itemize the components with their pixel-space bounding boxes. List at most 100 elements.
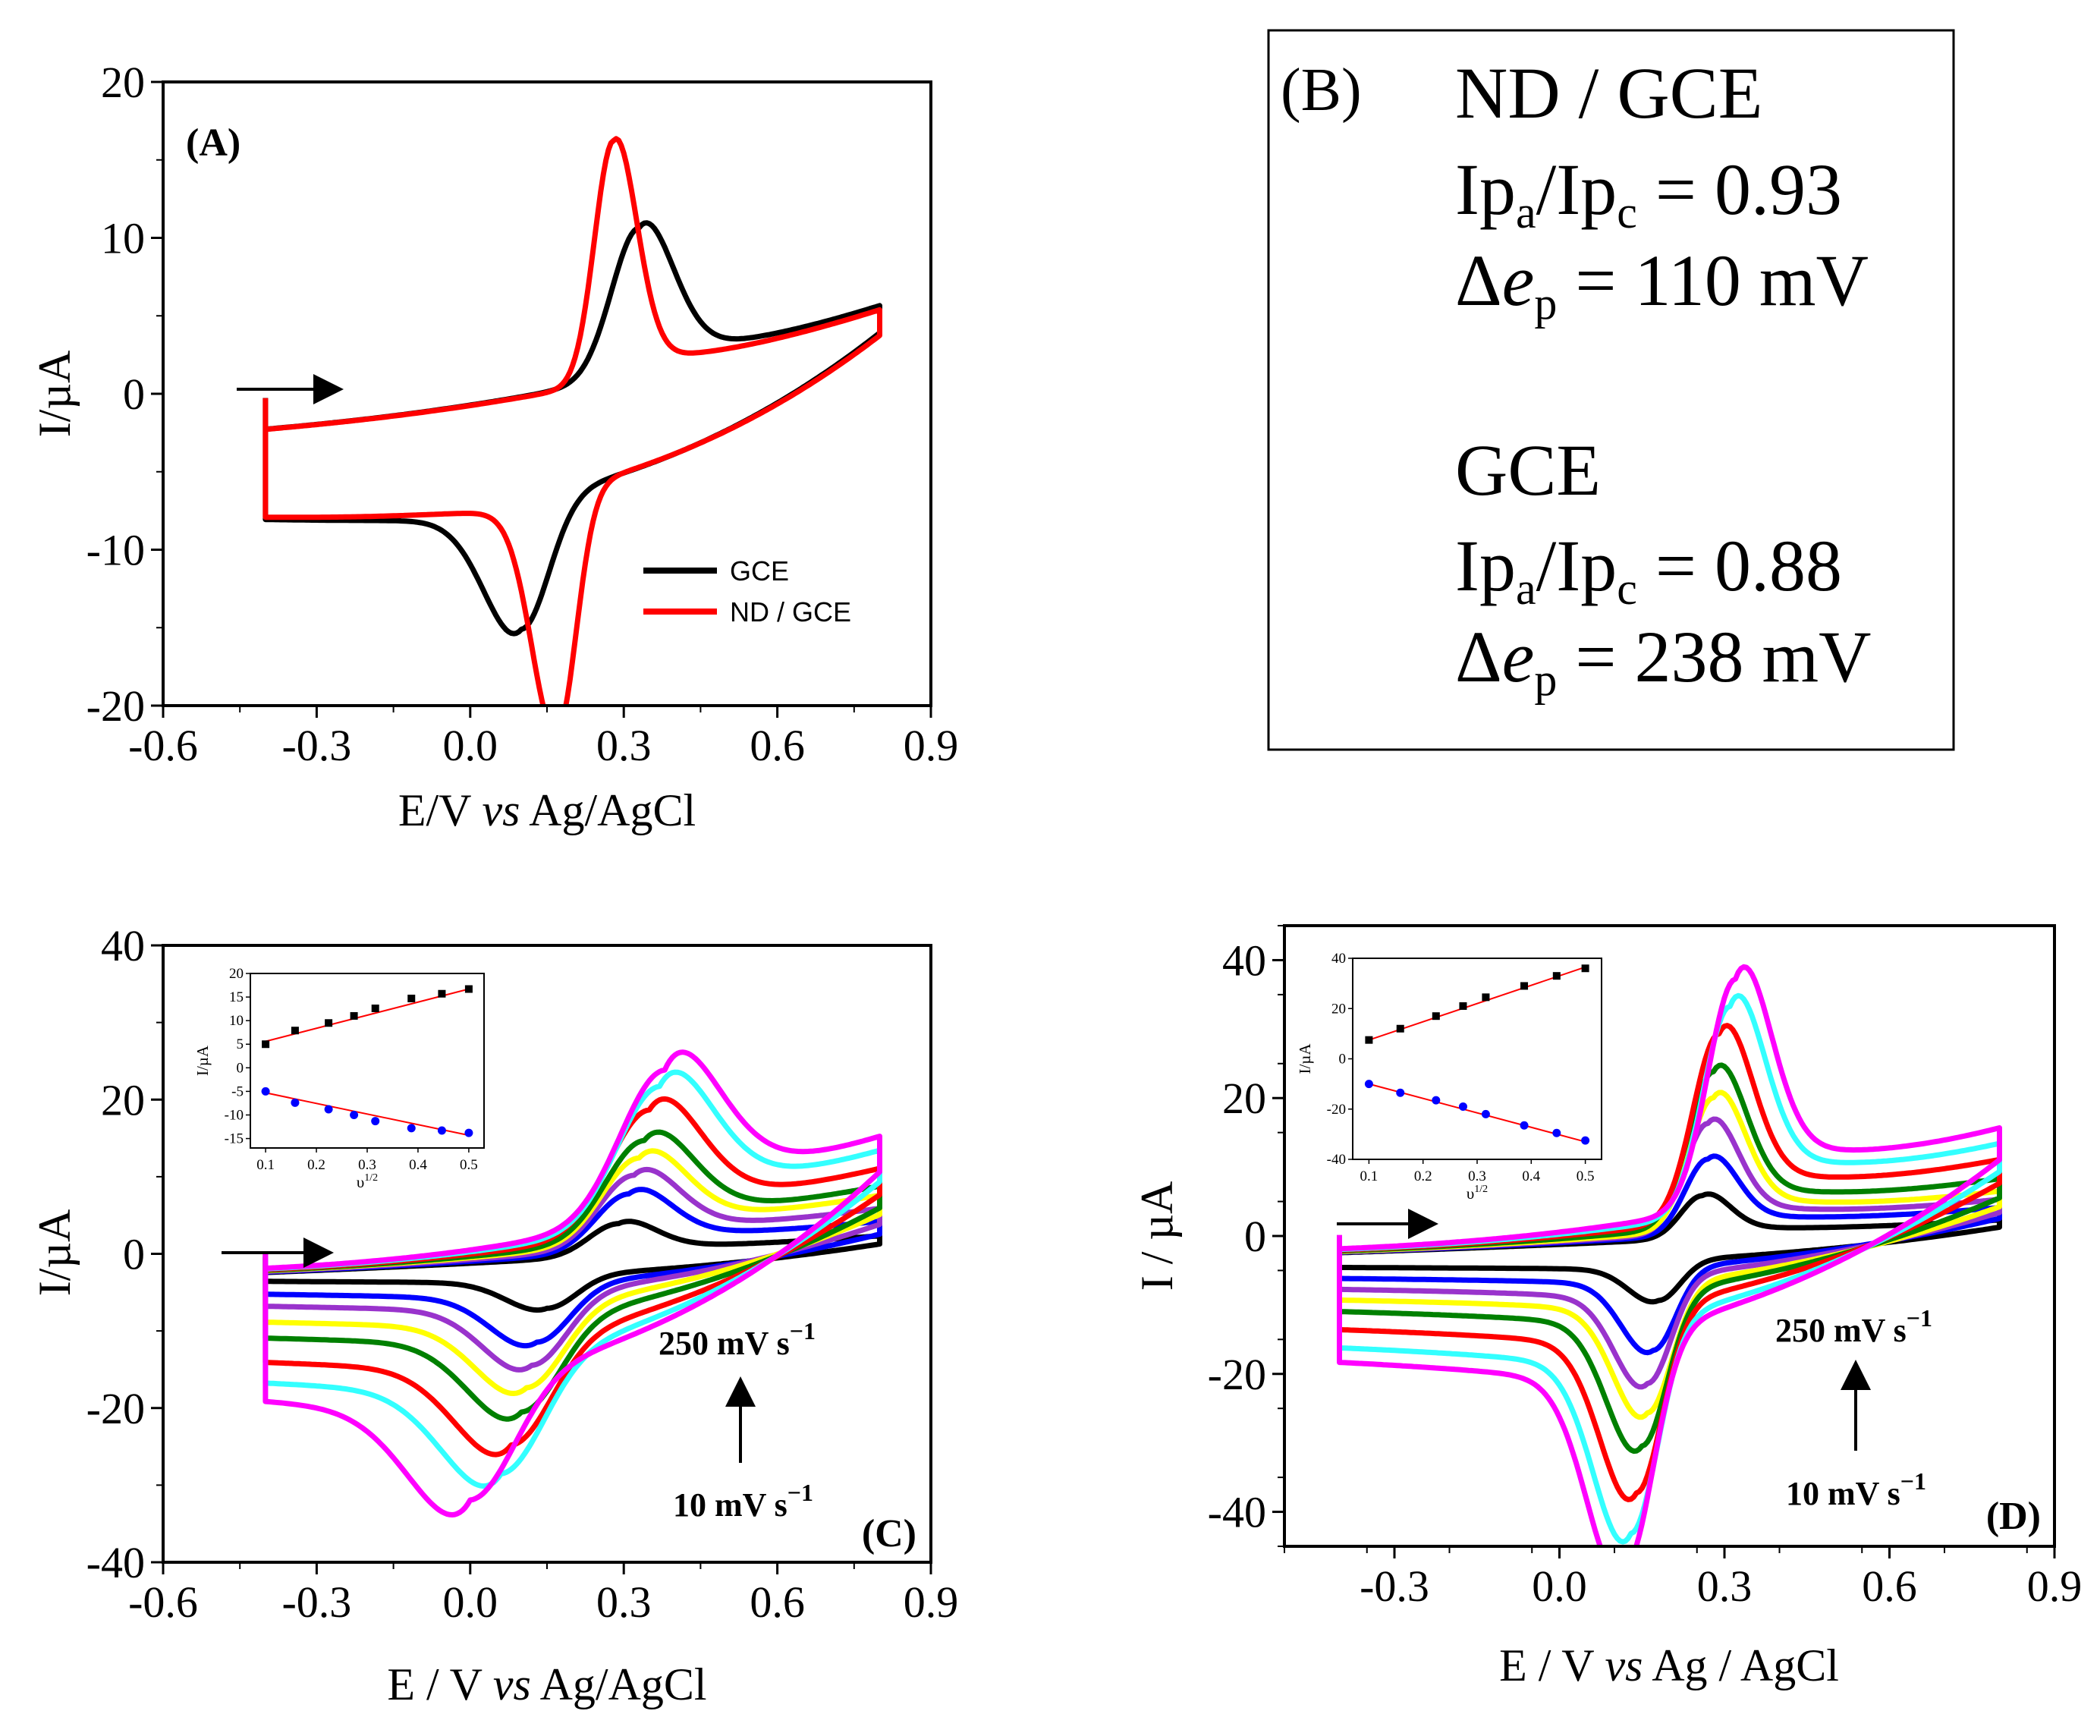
panel-d-inset: 0.1 0.2 0.3 0.4 0.5 40 20 0 -20 -40 υ1/2 I/µA bbox=[1296, 951, 1602, 1203]
inset-point-anodic bbox=[464, 985, 473, 993]
inset-y-title: I/µA bbox=[1296, 1043, 1314, 1074]
x-tick-label: 0.6 bbox=[750, 721, 805, 770]
nd-gce-title: ND / GCE bbox=[1455, 52, 1762, 134]
panel-a-ticks: -0.6 -0.3 0.0 0.3 0.6 0.9 20 10 0 -10 -20 bbox=[86, 58, 959, 770]
y-tick-label: 40 bbox=[1222, 936, 1266, 985]
inset-y-tick-label: 0 bbox=[237, 1060, 244, 1076]
cv-curve-250-mv-s bbox=[262, 1049, 882, 1517]
y-tick-label: 20 bbox=[1222, 1074, 1266, 1123]
inset-y-tick-label: 40 bbox=[1331, 951, 1346, 967]
inset-point-cathodic bbox=[371, 1117, 380, 1126]
panel-d: -0.3 0.0 0.3 0.6 0.9 40 20 0 -20 -40 (D) 250 mV s… bbox=[1132, 924, 2083, 1690]
y-tick-label: 10 bbox=[101, 214, 145, 263]
panel-c-x-axis-title: E / V vs Ag/AgCl bbox=[387, 1659, 706, 1709]
inset-point-cathodic bbox=[1520, 1121, 1529, 1130]
inset-point-anodic bbox=[325, 1019, 333, 1027]
inset-point-cathodic bbox=[1432, 1096, 1441, 1105]
panel-c-ticks: -0.6 -0.3 0.0 0.3 0.6 0.9 40 20 0 -20 -40 bbox=[86, 921, 959, 1627]
x-tick-label: 0.3 bbox=[596, 721, 652, 770]
inset-point-cathodic bbox=[1396, 1088, 1405, 1097]
inset-point-anodic bbox=[1520, 982, 1529, 990]
inset-fit-anodic bbox=[1369, 966, 1586, 1041]
x-tick-label: 0.9 bbox=[904, 1577, 959, 1627]
x-tick-label: 0.3 bbox=[596, 1577, 652, 1627]
y-tick-label: -20 bbox=[1208, 1350, 1266, 1399]
y-tick-label: -10 bbox=[86, 526, 145, 575]
inset-point-cathodic bbox=[407, 1124, 416, 1133]
y-tick-label: 0 bbox=[1244, 1212, 1266, 1261]
cv-curve-250-mv-s bbox=[1337, 964, 2002, 1546]
panel-d-ticks: -0.3 0.0 0.3 0.6 0.9 40 20 0 -20 -40 bbox=[1208, 925, 2083, 1611]
gce-peak-separation: Δep = 238 mV bbox=[1455, 616, 1871, 705]
x-tick-label: -0.6 bbox=[128, 1577, 198, 1627]
inset-point-cathodic bbox=[350, 1110, 359, 1119]
panel-d-rate-low: 10 mV s−1 bbox=[1786, 1467, 1926, 1512]
inset-y-title: I/µA bbox=[193, 1045, 212, 1076]
panel-a-y-axis-title: I/µA bbox=[30, 351, 80, 438]
y-tick-label: 0 bbox=[123, 1230, 145, 1279]
inset-y-tick-label: -15 bbox=[225, 1131, 244, 1147]
gce-peak-ratio: Ipa/Ipc = 0.88 bbox=[1455, 525, 1842, 614]
inset-x-tick-label: 0.2 bbox=[1414, 1168, 1432, 1184]
inset-point-cathodic bbox=[464, 1128, 473, 1137]
inset-frame bbox=[250, 973, 485, 1149]
panel-c-rate-high: 250 mV s−1 bbox=[659, 1317, 816, 1362]
inset-y-tick-label: 20 bbox=[1331, 1001, 1346, 1017]
panel-c-label: (C) bbox=[862, 1512, 916, 1555]
x-tick-label: 0.9 bbox=[2027, 1561, 2083, 1611]
inset-y-tick-label: 15 bbox=[229, 989, 244, 1005]
inset-point-anodic bbox=[291, 1027, 299, 1035]
info-box-frame bbox=[1267, 29, 1955, 751]
y-tick-label: 40 bbox=[101, 921, 145, 970]
inset-point-cathodic bbox=[437, 1126, 446, 1135]
panel-a-legend: GCE ND / GCE bbox=[643, 555, 851, 627]
inset-point-cathodic bbox=[261, 1087, 270, 1096]
legend-label-gce: GCE bbox=[730, 555, 789, 587]
panel-a: -0.6 -0.3 0.0 0.3 0.6 0.9 20 10 0 -10 -20 (A) GCE … bbox=[30, 58, 958, 835]
inset-x-tick-label: 0.5 bbox=[1577, 1168, 1595, 1184]
inset-point-anodic bbox=[407, 994, 416, 1002]
nd-gce-peak-ratio: Ipa/Ipc = 0.93 bbox=[1455, 149, 1842, 237]
inset-point-cathodic bbox=[1481, 1109, 1490, 1118]
inset-point-anodic bbox=[371, 1005, 379, 1012]
inset-x-tick-label: 0.1 bbox=[256, 1157, 275, 1173]
inset-y-tick-label: 5 bbox=[237, 1036, 244, 1052]
inset-point-anodic bbox=[1365, 1036, 1373, 1044]
inset-point-anodic bbox=[262, 1040, 270, 1049]
inset-y-tick-label: -10 bbox=[225, 1107, 244, 1123]
y-tick-label: 20 bbox=[101, 1075, 145, 1124]
inset-point-cathodic bbox=[1581, 1136, 1590, 1145]
y-tick-label: -40 bbox=[1208, 1488, 1266, 1537]
panel-a-x-axis-title: E/V vs Ag/AgCl bbox=[398, 785, 696, 835]
inset-x-title: υ1/2 bbox=[357, 1172, 378, 1191]
legend-label-nd-gce: ND / GCE bbox=[730, 596, 851, 627]
y-tick-label: 20 bbox=[101, 58, 145, 107]
inset-x-tick-label: 0.2 bbox=[307, 1157, 325, 1173]
inset-y-tick-label: 10 bbox=[229, 1013, 244, 1029]
inset-point-anodic bbox=[1581, 964, 1589, 973]
inset-y-tick-label: -20 bbox=[1327, 1102, 1346, 1118]
inset-point-cathodic bbox=[1458, 1102, 1467, 1111]
cv-curve-nd-gce bbox=[262, 136, 882, 706]
x-tick-label: 0.0 bbox=[443, 1577, 498, 1627]
x-tick-label: 0.6 bbox=[1862, 1561, 1917, 1611]
inset-point-cathodic bbox=[1552, 1128, 1561, 1137]
gce-title: GCE bbox=[1455, 429, 1601, 511]
inset-y-tick-label: -5 bbox=[231, 1083, 244, 1099]
inset-x-tick-label: 0.4 bbox=[1522, 1168, 1540, 1184]
inset-point-anodic bbox=[1432, 1012, 1440, 1021]
inset-x-tick-label: 0.3 bbox=[1468, 1168, 1486, 1184]
inset-x-tick-label: 0.5 bbox=[460, 1157, 478, 1173]
y-tick-label: -40 bbox=[86, 1538, 145, 1587]
panel-b-info-box: (B) ND / GCE Ipa/Ipc = 0.93 Δep = 110 mV… bbox=[1267, 29, 1955, 751]
inset-x-tick-label: 0.1 bbox=[1360, 1168, 1379, 1184]
panel-c-rate-low: 10 mV s−1 bbox=[673, 1479, 813, 1524]
x-tick-label: 0.3 bbox=[1697, 1561, 1753, 1611]
x-tick-label: -0.3 bbox=[281, 1577, 351, 1627]
x-tick-label: -0.6 bbox=[128, 721, 198, 770]
x-tick-label: 0.0 bbox=[1532, 1561, 1587, 1611]
panel-a-curves bbox=[262, 136, 882, 706]
y-tick-label: -20 bbox=[86, 681, 145, 731]
inset-y-tick-label: 0 bbox=[1339, 1052, 1347, 1068]
